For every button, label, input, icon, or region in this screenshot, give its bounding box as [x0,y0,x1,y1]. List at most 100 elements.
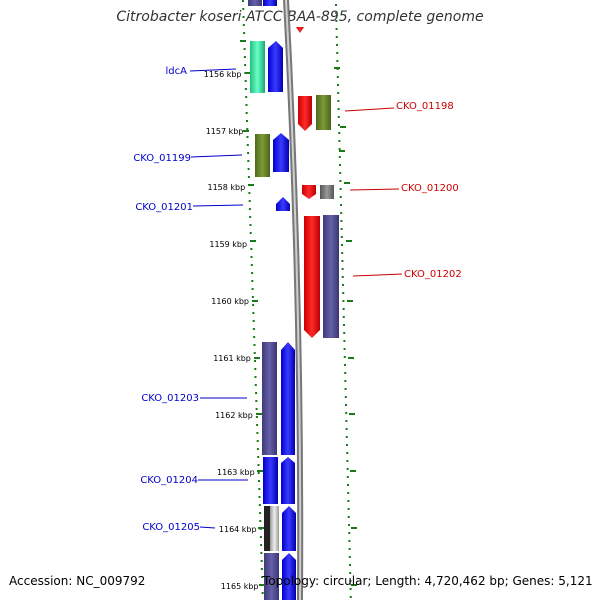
ring-tick [250,240,256,242]
ring-dot [341,252,344,254]
ring-dot [251,280,254,282]
ring-dot [246,128,249,130]
ring-dot [349,564,351,566]
ring-dot [247,168,250,170]
ring-dot [341,268,344,270]
ring-tick [350,470,356,472]
ring-dot [344,372,347,374]
ring-dot [340,204,342,206]
gene-cko01205-feature-silver [270,506,279,551]
ring-dot [335,12,338,14]
kbp-tick-label: 1165 kbp [221,582,259,591]
kbp-tick-label: 1159 kbp [209,240,247,249]
kbp-tick-label: 1162 kbp [215,411,253,420]
ring-tick [347,300,353,302]
accession-text: Accession: NC_009792 [9,574,146,588]
ring-dot [335,20,338,22]
ring-dot [346,444,348,446]
ring-dot [246,120,248,122]
ring-dot [348,524,350,526]
genome-backbone-highlight [285,0,302,600]
gene-label-cko01200: CKO_01200 [401,183,459,194]
ring-dot [255,416,258,418]
ring-dot [335,36,338,38]
gene-cko01199-feature [255,134,270,177]
ring-tick [349,413,355,415]
ring-dot [256,440,259,442]
ring-tick [240,40,246,42]
gene-cko01201-feature [276,197,290,211]
ring-dot [343,332,346,334]
ring-dot [345,436,348,438]
ring-dot [339,196,342,198]
ring-dot [256,424,259,426]
ring-dot [345,420,348,422]
gene-cko01203-feature [262,342,277,455]
ring-tick [252,300,258,302]
ring-dot [254,360,256,362]
ring-dot [248,208,251,210]
ring-dot [243,32,246,34]
ring-dot [336,44,338,46]
ring-dot [342,300,345,302]
gene-feature-cko01205-neighbor [282,506,296,551]
ring-dot [338,148,341,150]
ring-dot [254,376,257,378]
ring-dot [242,8,245,10]
ring-dot [260,552,263,554]
ring-dot [343,348,346,350]
ring-tick [339,150,345,152]
ring-dot [344,380,347,382]
gene-feature-top-right [263,0,277,6]
ring-tick [245,72,251,74]
ring-dot [342,308,345,310]
ring-dot [349,596,352,598]
leader-lines [189,68,403,529]
gene-cko01205-feature [264,506,272,551]
gene-feature-cko01203-neighbor [281,342,295,455]
ring-dot [347,516,350,518]
ring-dot [337,100,340,102]
ring-dot [250,264,253,266]
ring-dot [349,580,352,582]
ring-dot [340,236,343,238]
map-title: Citrobacter koseri ATCC BAA-895, complet… [116,9,484,25]
kbp-tick-label: 1164 kbp [219,525,257,534]
ring-dot [253,336,256,338]
ring-dot [243,48,246,50]
ring-dot [251,288,254,290]
ring-dot [344,364,346,366]
gene-feature-bottom-right [282,553,296,600]
ring-dot [338,156,341,158]
ring-dot [249,216,252,218]
ring-dot [243,56,246,58]
gene-label-cko01201: CKO_01201 [135,202,193,213]
ring-dot [247,152,250,154]
ring-tick [344,182,350,184]
ring-dot [340,228,343,230]
ring-tick [351,527,357,529]
ring-dot [260,544,263,546]
ring-dot [347,508,350,510]
ring-dot [246,144,249,146]
ring-dot [258,480,260,482]
ring-dot [258,488,261,490]
gene-feature-cko01204-neighbor [281,457,295,504]
kbp-tick-label: 1157 kbp [206,127,244,136]
ring-dot [338,132,341,134]
gene-label-cko01203: CKO_01203 [141,393,199,404]
ring-dot [255,408,258,410]
ring-dot [245,104,248,106]
gene-feature-cko01199-neighbor [273,133,289,172]
ring-dot [344,388,347,390]
ring-tick [243,130,249,132]
ring-dot [244,64,247,66]
ring-dot [250,256,253,258]
ring-dot [343,356,346,358]
kbp-tick-label: 1160 kbp [211,297,249,306]
ring-dot [346,476,349,478]
ring-tick [258,527,264,529]
ring-dot [242,24,245,26]
ring-dot [250,248,253,250]
ring-dot [339,164,341,166]
